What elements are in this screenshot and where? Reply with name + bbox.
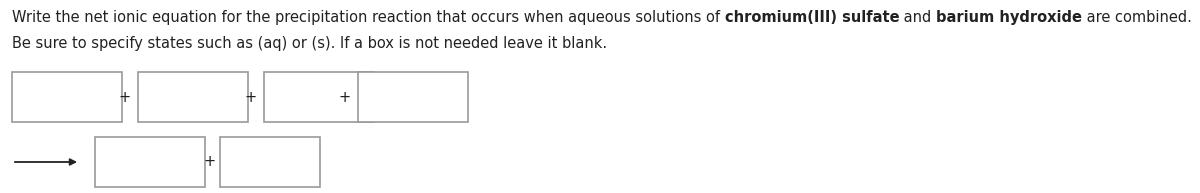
Text: barium hydroxide: barium hydroxide [936, 10, 1082, 25]
Bar [264, 72, 374, 122]
Text: +: + [245, 90, 257, 104]
Text: Write the net ionic equation for the precipitation reaction that occurs when aqu: Write the net ionic equation for the pre… [12, 10, 725, 25]
Bar [220, 137, 320, 187]
Text: +: + [204, 155, 216, 169]
Text: and: and [899, 10, 936, 25]
Text: are combined.: are combined. [1082, 10, 1192, 25]
Text: +: + [119, 90, 131, 104]
Bar [12, 72, 122, 122]
Text: chromium(III) sulfate: chromium(III) sulfate [725, 10, 899, 25]
Bar [138, 72, 248, 122]
Bar [95, 137, 205, 187]
Text: Be sure to specify states such as (aq) or (s). If a box is not needed leave it b: Be sure to specify states such as (aq) o… [12, 36, 607, 51]
Text: +: + [338, 90, 352, 104]
Bar [358, 72, 468, 122]
